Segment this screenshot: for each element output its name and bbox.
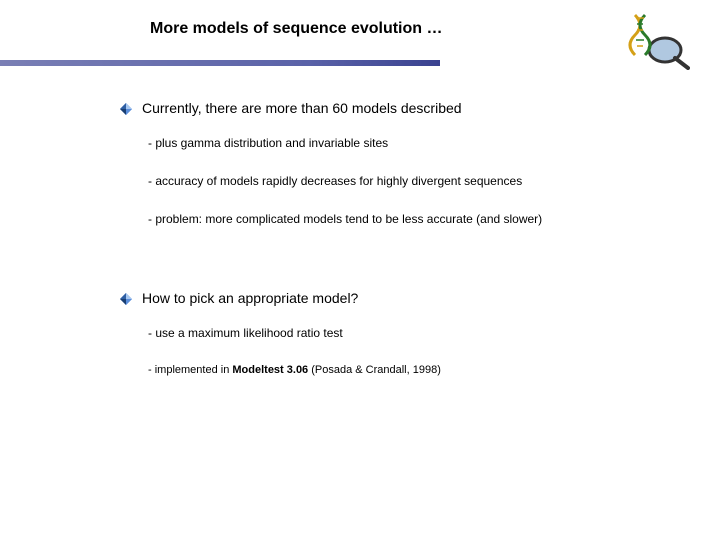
dna-logo	[620, 10, 690, 70]
sub-item-1-1: - plus gamma distribution and invariable…	[148, 136, 690, 150]
sub-item-1-3: - problem: more complicated models tend …	[148, 212, 690, 226]
bullet-item-1: Currently, there are more than 60 models…	[120, 100, 690, 116]
bullet-item-2: How to pick an appropriate model?	[120, 290, 690, 306]
content-area: Currently, there are more than 60 models…	[120, 100, 690, 400]
title-underline	[0, 60, 440, 66]
diamond-bullet-icon	[120, 103, 132, 115]
sub-item-1-2: - accuracy of models rapidly decreases f…	[148, 174, 690, 188]
bullet-text-1: Currently, there are more than 60 models…	[142, 100, 462, 116]
sub-2-2-suffix: (Posada & Crandall, 1998)	[308, 364, 441, 376]
sub-item-2-2: - implemented in Modeltest 3.06 (Posada …	[148, 364, 690, 376]
diamond-bullet-icon	[120, 293, 132, 305]
sub-2-2-bold: Modeltest 3.06	[232, 364, 308, 376]
slide-title: More models of sequence evolution …	[150, 20, 443, 38]
bullet-text-2: How to pick an appropriate model?	[142, 290, 358, 306]
sub-item-2-1: - use a maximum likelihood ratio test	[148, 326, 690, 340]
sub-2-2-prefix: - implemented in	[148, 364, 232, 376]
